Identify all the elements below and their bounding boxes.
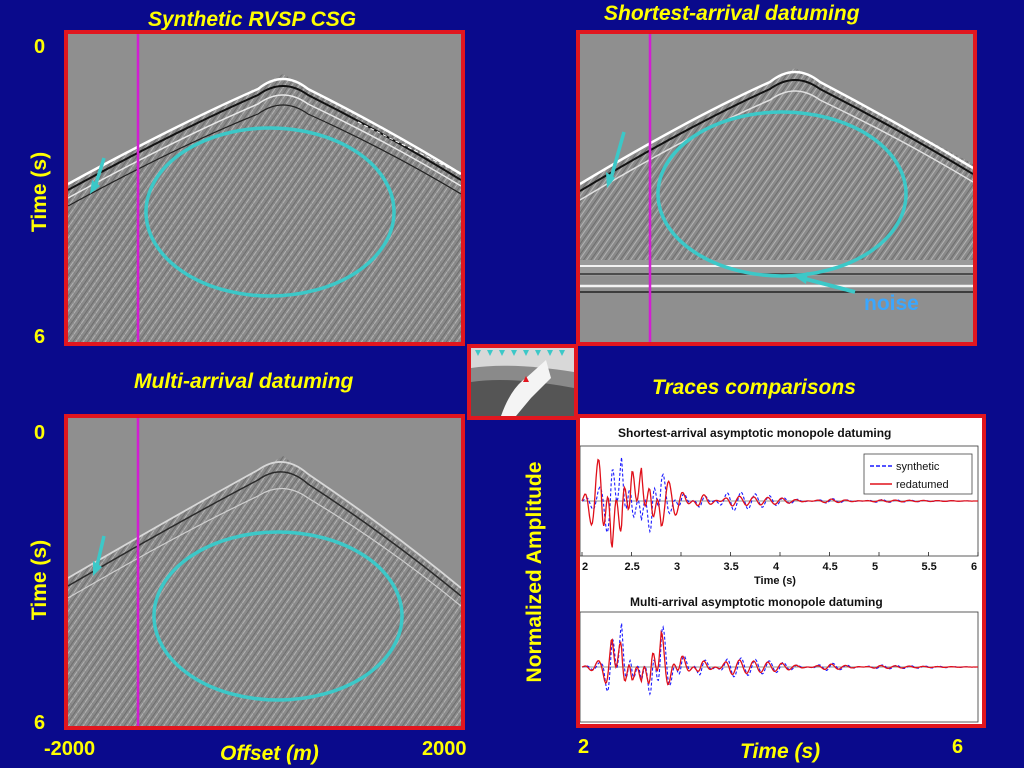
x-tick-label-4: 4: [773, 561, 780, 573]
noise-label: noise: [864, 292, 919, 315]
legend-synthetic: synthetic: [896, 461, 940, 473]
trace-x-label: Time (s): [740, 740, 821, 763]
seismic-image-1: [68, 34, 461, 342]
legend-box: [863, 453, 973, 495]
x-tick-right: 2000: [422, 738, 467, 760]
seismic-image-2: [580, 34, 973, 342]
y-tick-top-1: 0: [34, 36, 46, 58]
ellipse-highlight-2: [656, 110, 908, 278]
legend-redatumed: redatumed: [896, 479, 949, 491]
x-label-offset: Offset (m): [220, 742, 319, 765]
trace-synthetic-trace2: [581, 623, 978, 696]
ellipse-highlight-1: [144, 126, 396, 298]
x-tick-label-5: 4.5: [823, 561, 838, 573]
trace-x-tick-right: 6: [952, 736, 964, 758]
panel-multi-arrival: [64, 414, 465, 730]
y-tick-top-2: 0: [34, 422, 46, 444]
y-label-1: Time (s): [28, 151, 51, 233]
trace-redatumed-trace2: [581, 629, 978, 686]
x-tick-label-8: 6: [971, 561, 977, 573]
panel-shortest-arrival: [576, 30, 977, 346]
trace-x-tick-left: 2: [578, 736, 590, 758]
x-tick-label-6: 5: [872, 561, 878, 573]
x-tick-label-3: 3.5: [724, 561, 739, 573]
title-shortest-arrival: Shortest-arrival datuming: [604, 2, 860, 25]
title-synthetic-rvsp: Synthetic RVSP CSG: [148, 8, 357, 31]
arrow-2: [606, 172, 615, 188]
chart-xlabel-1: Time (s): [754, 575, 796, 587]
noise-arrow: [794, 272, 808, 284]
chart-title-1: Shortest-arrival asymptotic monopole dat…: [618, 426, 891, 440]
x-tick-left: -2000: [44, 738, 96, 760]
panel-synthetic-rvsp: [64, 30, 465, 346]
ellipse-highlight-3: [152, 530, 404, 702]
x-tick-label-7: 5.5: [922, 561, 937, 573]
seismic-image-3: [68, 418, 461, 726]
chart-title-2: Multi-arrival asymptotic monopole datumi…: [630, 595, 883, 609]
title-multi-arrival: Multi-arrival datuming: [134, 370, 354, 393]
trace-y-label: Normalized Amplitude: [523, 461, 546, 683]
y-tick-bottom-2: 6: [34, 712, 46, 734]
x-tick-label-0: 2: [582, 561, 588, 573]
x-tick-label-2: 3: [674, 561, 680, 573]
traces-chart: Shortest-arrival asymptotic monopole dat…: [580, 418, 982, 724]
arrow-3: [93, 561, 102, 576]
x-tick-label-1: 2.5: [625, 561, 640, 573]
title-traces-comparisons: Traces comparisons: [652, 376, 856, 399]
y-tick-bottom-1: 6: [34, 326, 46, 348]
arrow-1: [90, 180, 100, 194]
model-thumbnail: [467, 344, 578, 420]
y-label-2: Time (s): [28, 539, 51, 621]
panel-traces-comparisons: Shortest-arrival asymptotic monopole dat…: [576, 414, 986, 728]
trace-redatumed-trace1: [581, 458, 978, 548]
